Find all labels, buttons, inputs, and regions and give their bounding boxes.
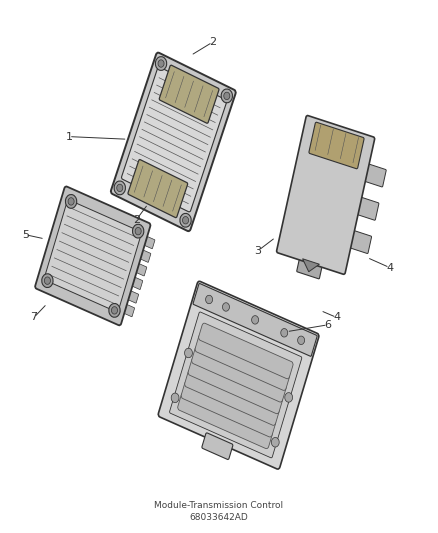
Text: 2: 2 — [133, 215, 140, 225]
Circle shape — [171, 393, 179, 402]
FancyBboxPatch shape — [128, 159, 187, 217]
FancyBboxPatch shape — [178, 393, 272, 449]
FancyBboxPatch shape — [297, 254, 323, 279]
Text: 4: 4 — [333, 312, 340, 322]
FancyBboxPatch shape — [35, 187, 150, 325]
FancyBboxPatch shape — [111, 53, 236, 231]
FancyBboxPatch shape — [195, 335, 290, 390]
FancyBboxPatch shape — [198, 323, 293, 379]
FancyBboxPatch shape — [44, 200, 141, 312]
Circle shape — [42, 274, 53, 287]
FancyBboxPatch shape — [309, 122, 364, 169]
Circle shape — [109, 303, 120, 317]
Text: 4: 4 — [386, 263, 393, 272]
Circle shape — [285, 393, 293, 402]
Circle shape — [111, 306, 117, 314]
Circle shape — [135, 228, 141, 235]
Circle shape — [44, 277, 50, 284]
Circle shape — [158, 60, 164, 67]
Text: 3: 3 — [254, 246, 261, 256]
FancyBboxPatch shape — [158, 281, 319, 469]
Circle shape — [224, 92, 230, 100]
Circle shape — [65, 195, 77, 208]
Circle shape — [68, 198, 74, 205]
FancyBboxPatch shape — [181, 382, 276, 437]
FancyBboxPatch shape — [138, 249, 151, 262]
Circle shape — [183, 216, 189, 224]
Circle shape — [221, 89, 233, 103]
FancyBboxPatch shape — [159, 65, 219, 123]
Text: 1: 1 — [65, 132, 72, 142]
Circle shape — [133, 224, 144, 238]
FancyBboxPatch shape — [355, 197, 379, 220]
Circle shape — [251, 316, 258, 324]
Circle shape — [180, 213, 191, 227]
Circle shape — [223, 303, 230, 311]
Circle shape — [184, 348, 192, 358]
FancyBboxPatch shape — [170, 312, 302, 458]
FancyBboxPatch shape — [125, 289, 139, 303]
FancyBboxPatch shape — [129, 276, 143, 289]
Text: Module-Transmission Control
68033642AD: Module-Transmission Control 68033642AD — [155, 500, 283, 522]
FancyBboxPatch shape — [347, 230, 371, 254]
Circle shape — [114, 181, 125, 195]
Text: 5: 5 — [22, 230, 29, 240]
FancyBboxPatch shape — [121, 303, 134, 317]
FancyBboxPatch shape — [193, 284, 317, 356]
Polygon shape — [303, 259, 319, 272]
FancyBboxPatch shape — [362, 163, 386, 187]
FancyBboxPatch shape — [202, 433, 233, 459]
Circle shape — [272, 438, 279, 447]
Text: 7: 7 — [31, 312, 38, 322]
Text: 6: 6 — [324, 320, 331, 330]
Text: 2: 2 — [209, 37, 216, 47]
FancyBboxPatch shape — [121, 67, 227, 212]
FancyBboxPatch shape — [188, 358, 283, 414]
FancyBboxPatch shape — [185, 370, 279, 425]
FancyBboxPatch shape — [191, 346, 286, 402]
Circle shape — [205, 295, 212, 304]
FancyBboxPatch shape — [133, 262, 147, 276]
Circle shape — [117, 184, 123, 191]
Circle shape — [281, 328, 288, 337]
FancyBboxPatch shape — [277, 116, 374, 274]
Circle shape — [155, 56, 167, 70]
Circle shape — [298, 336, 304, 344]
FancyBboxPatch shape — [141, 235, 155, 249]
